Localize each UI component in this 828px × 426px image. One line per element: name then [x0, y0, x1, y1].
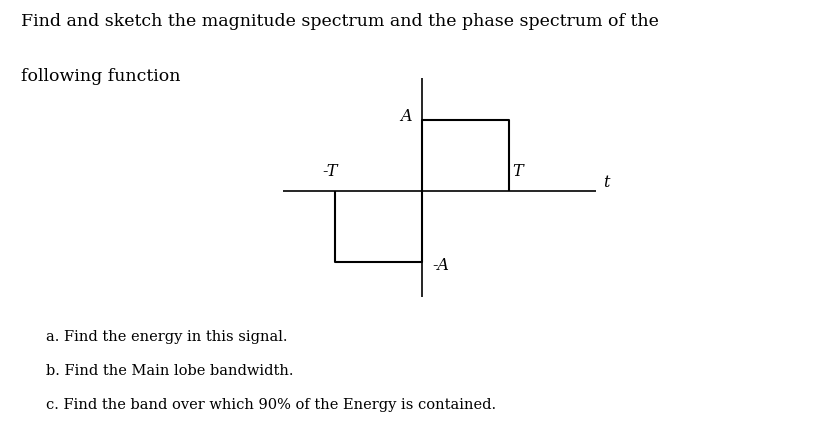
Text: c. Find the band over which 90% of the Energy is contained.: c. Find the band over which 90% of the E… [46, 398, 495, 412]
Text: -A: -A [432, 256, 449, 273]
Text: T: T [512, 164, 522, 180]
Text: b. Find the Main lobe bandwidth.: b. Find the Main lobe bandwidth. [46, 364, 293, 378]
Text: a. Find the energy in this signal.: a. Find the energy in this signal. [46, 330, 286, 344]
Text: following function: following function [21, 68, 180, 85]
Text: Find and sketch the magnitude spectrum and the phase spectrum of the: Find and sketch the magnitude spectrum a… [21, 13, 657, 30]
Text: t: t [602, 174, 609, 191]
Text: -T: -T [322, 164, 338, 180]
Text: A: A [400, 108, 411, 125]
